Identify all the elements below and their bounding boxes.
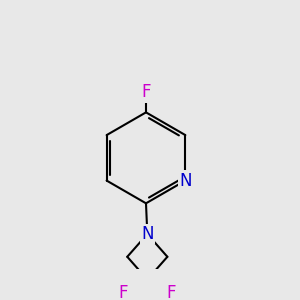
Text: N: N: [179, 172, 192, 190]
Text: F: F: [118, 284, 128, 300]
Text: N: N: [141, 225, 154, 243]
Text: F: F: [141, 83, 151, 101]
Text: F: F: [167, 284, 176, 300]
